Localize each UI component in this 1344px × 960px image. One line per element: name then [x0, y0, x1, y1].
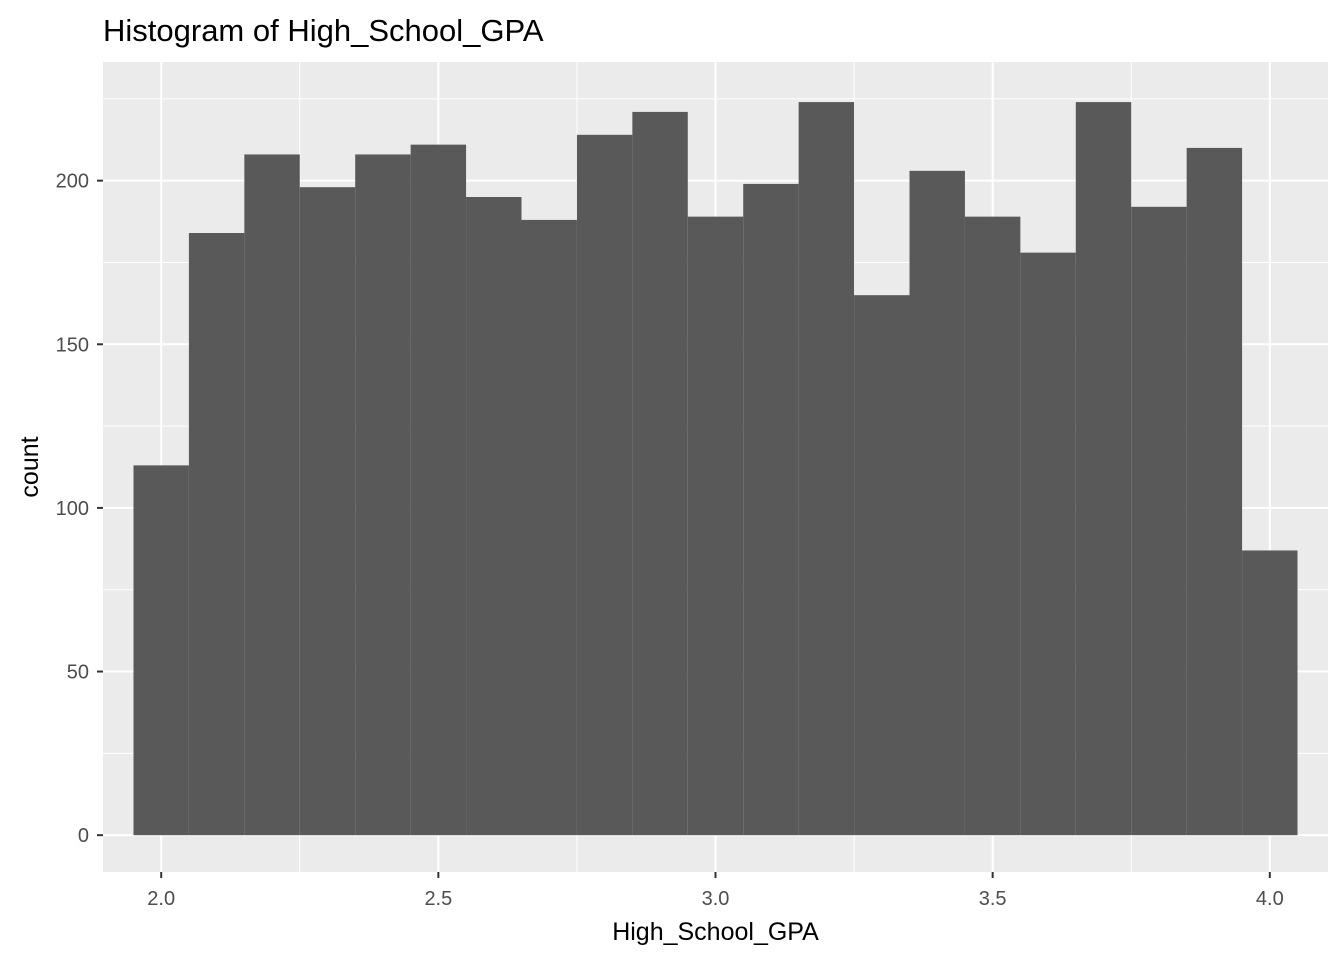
histogram-bars — [133, 102, 1298, 836]
y-tick-label: 100 — [56, 498, 89, 520]
histogram-bar — [299, 187, 356, 836]
y-axis-title: count — [16, 436, 44, 497]
x-tick-label: 3.5 — [979, 888, 1007, 910]
histogram-bar — [355, 154, 411, 836]
histogram-bar — [244, 154, 300, 836]
y-tick-label: 0 — [78, 825, 89, 847]
histogram-bar — [1131, 206, 1187, 836]
x-axis: 2.0 2.5 3.0 3.5 4.0 — [147, 872, 1284, 910]
y-tick-label: 150 — [56, 334, 89, 356]
histogram-bar — [1186, 147, 1243, 836]
histogram-bar — [521, 219, 577, 836]
histogram-bar — [854, 295, 910, 836]
x-tick-label: 4.0 — [1256, 888, 1284, 910]
histogram-bar — [1242, 550, 1298, 836]
chart-title: Histogram of High_School_GPA — [103, 13, 544, 48]
histogram-bar — [410, 144, 467, 836]
y-axis: 0 50 100 150 200 — [56, 171, 103, 847]
histogram-bar — [188, 233, 245, 836]
histogram-bar — [687, 216, 744, 836]
y-tick-label: 50 — [67, 662, 89, 684]
histogram-bar — [1020, 252, 1076, 836]
histogram-bar — [798, 102, 855, 836]
x-axis-title: High_School_GPA — [612, 918, 819, 946]
histogram-bar — [632, 111, 688, 836]
histogram-bar — [1075, 102, 1132, 836]
x-tick-label: 3.0 — [702, 888, 730, 910]
histogram-bar — [576, 134, 633, 836]
histogram-bar — [466, 197, 522, 836]
y-tick-label: 200 — [56, 171, 89, 193]
histogram-bar — [133, 465, 189, 836]
histogram-bar — [964, 216, 1021, 836]
x-tick-label: 2.0 — [147, 888, 175, 910]
x-tick-label: 2.5 — [424, 888, 452, 910]
histogram-bar — [743, 183, 799, 836]
histogram-bar — [909, 170, 965, 836]
